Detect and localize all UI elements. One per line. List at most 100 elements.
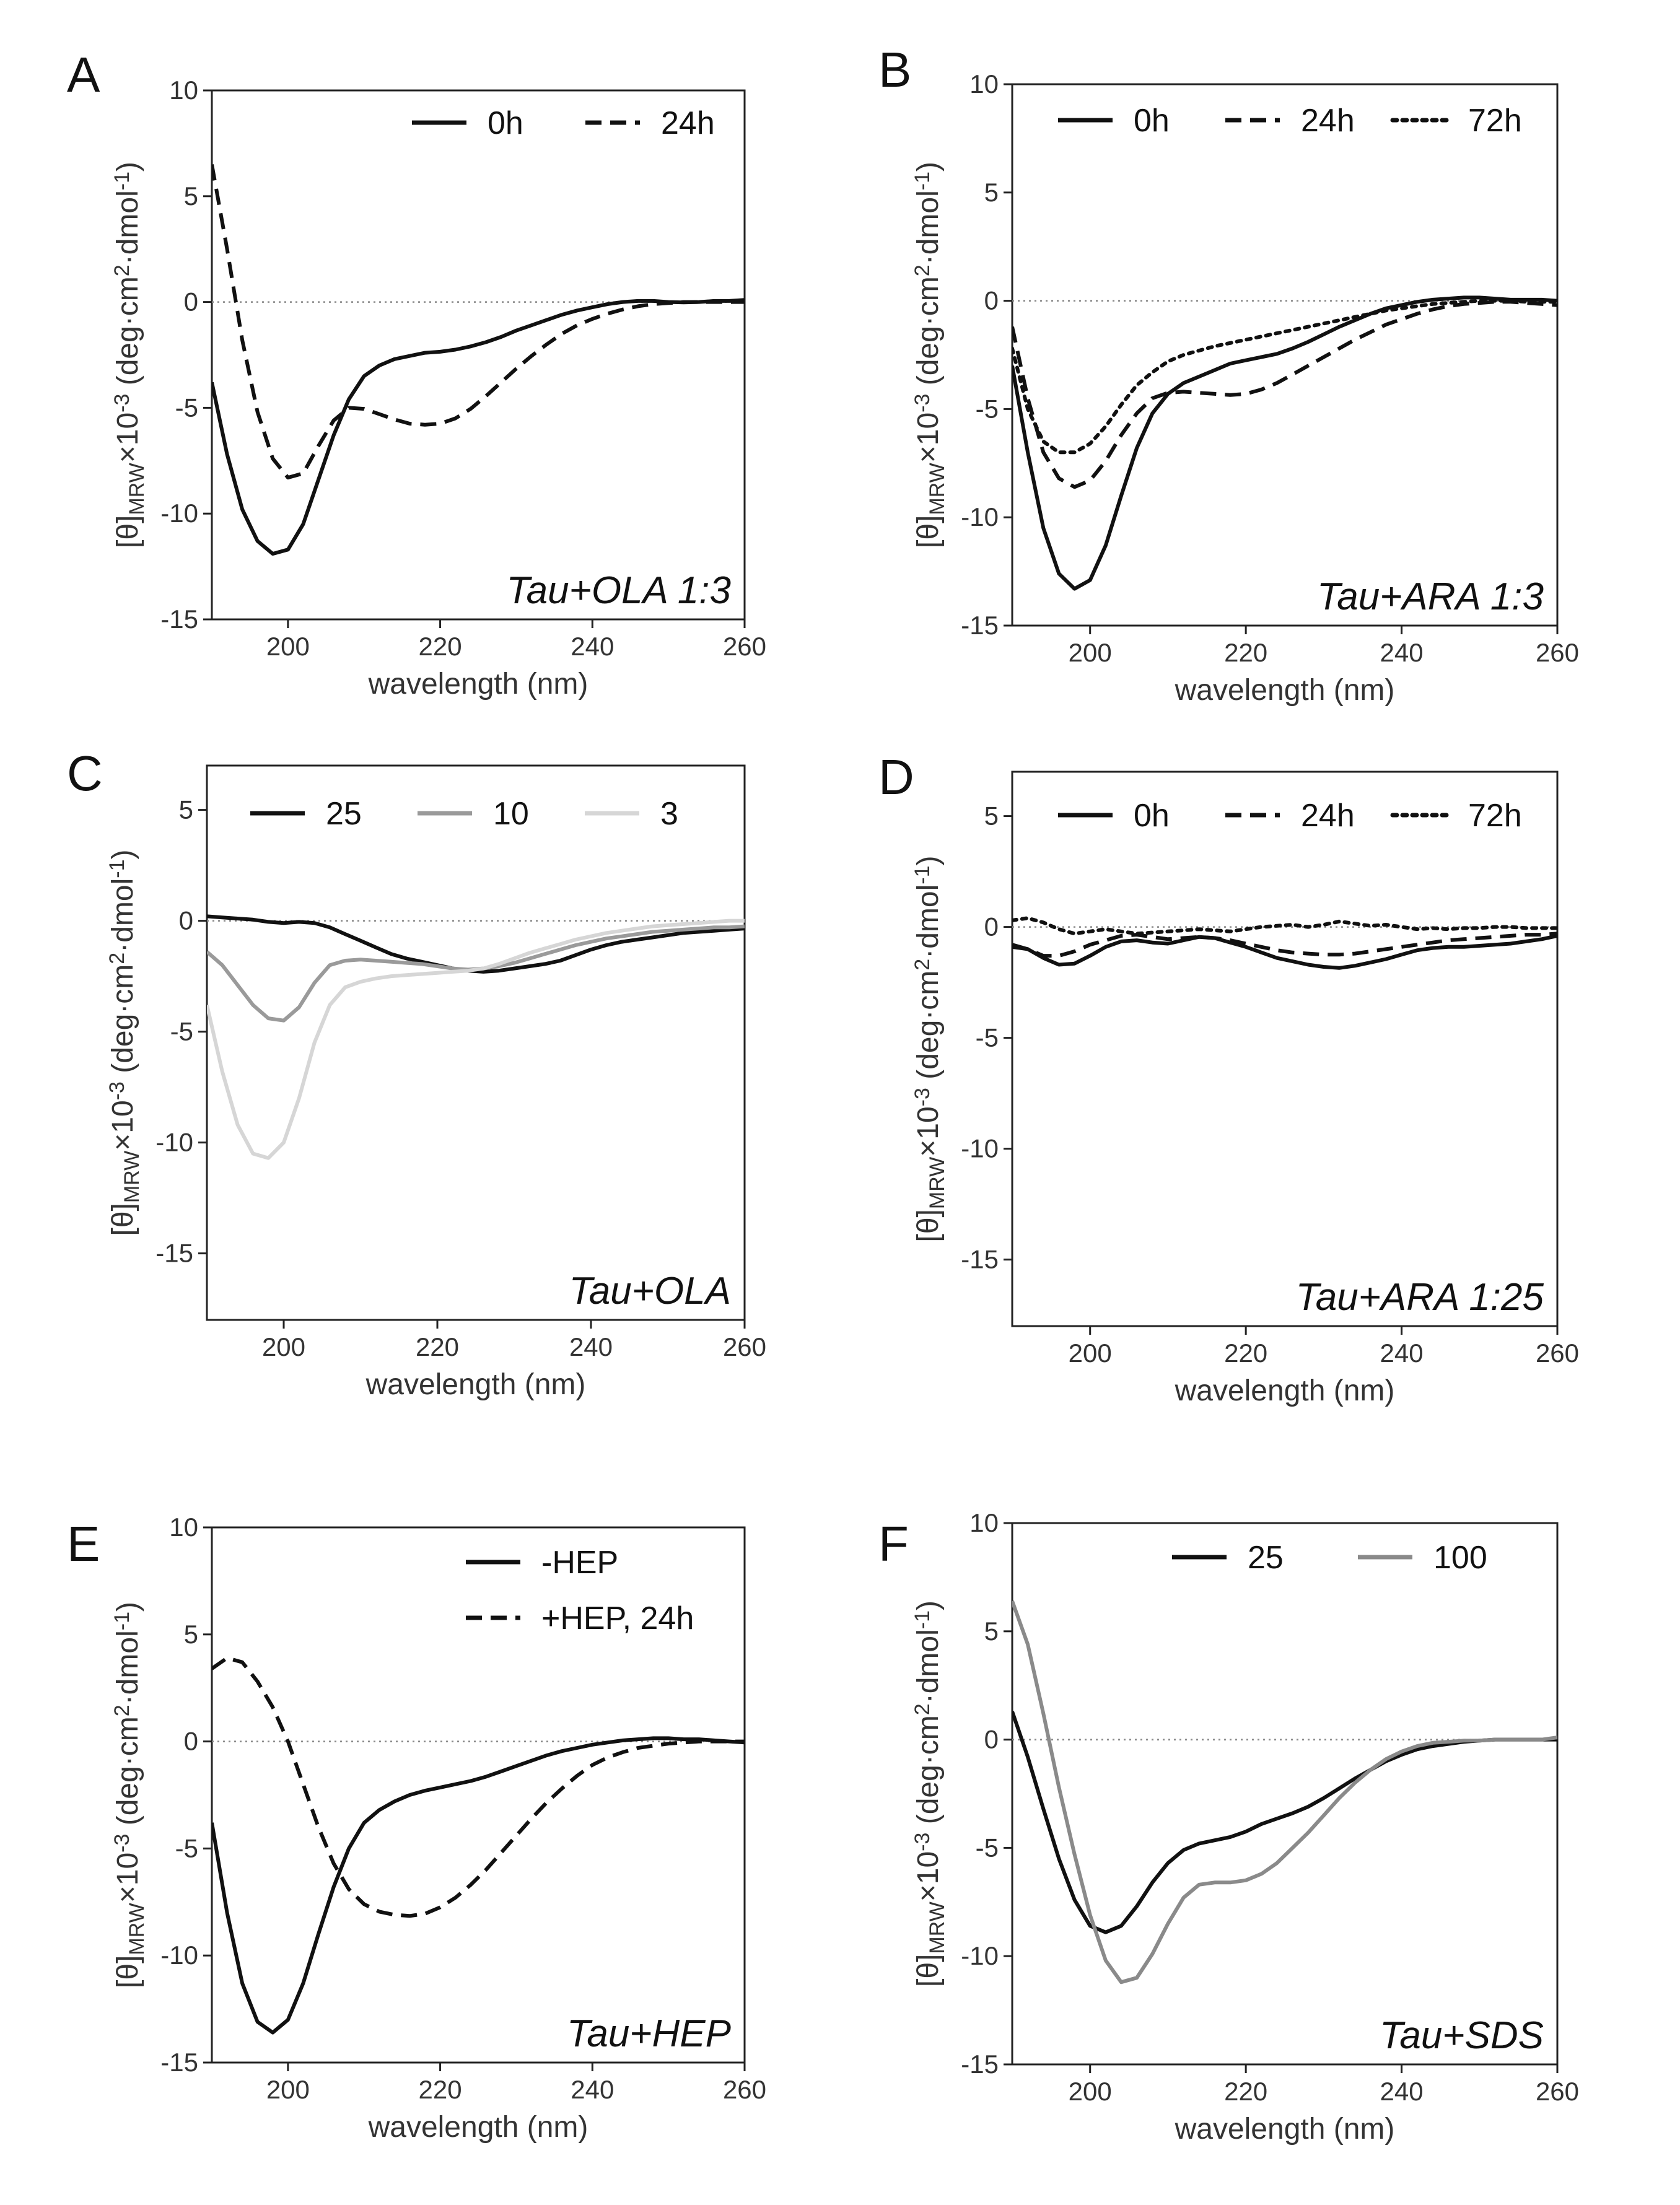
plot-frame (211, 1526, 746, 2064)
panel-annotation: Tau+HEP (567, 2012, 731, 2055)
y-axis-title-part: ·dmol (912, 190, 945, 264)
y-axis-title-part: ) (112, 162, 144, 172)
x-tick-label: 260 (1536, 638, 1579, 667)
x-axis-title: wavelength (nm) (1175, 1374, 1395, 1407)
y-tick-label: -15 (160, 2048, 198, 2077)
series-line-3 (207, 919, 745, 1160)
y-axis-title-part: ·dmol (107, 878, 139, 953)
plot-frame (1011, 771, 1559, 1327)
y-axis-title-part: [θ] (112, 515, 144, 548)
y-axis-title-part: -1 (911, 172, 934, 190)
y-tick-label: 0 (179, 906, 193, 935)
panel-letter: E (67, 1516, 100, 1571)
y-tick-label: -15 (961, 611, 999, 640)
y-axis-title-part: [θ] (107, 1203, 139, 1236)
x-axis-title: wavelength (nm) (1175, 2113, 1395, 2146)
x-tick-label: 240 (571, 632, 614, 661)
y-axis-title-part: ×10 (912, 1851, 945, 1902)
y-axis-title-part: [θ] (912, 1954, 945, 1987)
y-tick-label: 5 (184, 181, 198, 211)
plot-frame (206, 764, 746, 1321)
y-tick-label: 0 (184, 287, 198, 317)
panel-e: E 200 220 240 260 -15 -10 -5 0 5 10 wavelength (nm)… (67, 1513, 766, 2144)
plot-frame (211, 89, 746, 621)
y-tick-label: -15 (155, 1239, 193, 1268)
y-axis-title-part: MRW (120, 1151, 144, 1203)
x-axis-title: wavelength (nm) (368, 2111, 588, 2144)
panel-annotation: Tau+ARA 1:3 (1317, 575, 1544, 618)
y-axis-title: [θ]MRW×10-3 (deg·cm2·dmol-1) (110, 1602, 148, 1988)
x-tick-label: 240 (571, 2075, 614, 2104)
panel-annotation: Tau+ARA 1:25 (1296, 1276, 1544, 1319)
legend-label: 72h (1468, 103, 1522, 139)
series-line-10 (207, 924, 745, 1023)
y-tick-label: -10 (961, 1134, 999, 1163)
x-tick-label: 240 (1380, 2077, 1424, 2106)
y-axis-title-part: ·dmol (112, 190, 144, 264)
y-axis-title: [θ]MRW×10-3 (deg·cm2·dmol-1) (911, 162, 948, 548)
series-line-hep (212, 1736, 745, 2035)
y-axis-title-part: -1 (105, 860, 129, 878)
y-tick-label: -15 (160, 605, 198, 634)
y-tick-label: -10 (961, 502, 999, 531)
y-axis-title-part: ×10 (107, 1100, 139, 1150)
y-axis-title-part: (deg·cm (107, 964, 139, 1081)
legend-label: 25 (1248, 1540, 1284, 1576)
series-line-25 (1012, 1711, 1557, 1934)
y-axis-title-part: ·dmol (912, 1629, 945, 1703)
y-axis-title-part: MRW (925, 463, 949, 515)
y-axis-title-part: ) (912, 1600, 945, 1610)
y-axis-title-part: ×10 (912, 413, 945, 463)
y-axis-title-part: 2 (911, 959, 934, 971)
x-tick-label: 220 (419, 632, 462, 661)
x-tick-label: 260 (723, 632, 766, 661)
y-axis-title-part: MRW (125, 463, 149, 515)
y-tick-label: -5 (976, 1023, 999, 1052)
series-line-24h (212, 164, 745, 480)
x-tick-label: 200 (1069, 1338, 1112, 1368)
legend-label: 100 (1433, 1540, 1487, 1576)
y-tick-label: 5 (984, 1617, 999, 1646)
y-axis-title-part: (deg·cm (112, 1716, 144, 1833)
y-axis-title-part: [θ] (912, 1209, 945, 1242)
x-tick-label: 200 (266, 632, 310, 661)
y-axis-title-part: ×10 (112, 413, 144, 463)
panel-b: B 200 220 240 260 -15 -10 -5 0 5 10 wavelength (nm)… (878, 42, 1579, 707)
panel-annotation: Tau+OLA 1:3 (506, 569, 731, 612)
x-tick-label: 240 (569, 1332, 613, 1361)
y-axis-title-part: ) (107, 850, 139, 860)
y-axis-title-part: 2 (911, 1703, 934, 1715)
series-line-0h (212, 298, 745, 556)
y-axis-title-part: ·dmol (112, 1630, 144, 1705)
panel-c: C 200 220 240 260 -15 -10 -5 0 5 wavelength (nm) [θ… (67, 746, 766, 1401)
x-tick-label: 260 (1536, 1338, 1579, 1368)
y-tick-label: 0 (984, 912, 999, 941)
y-axis-title-part: -3 (911, 394, 934, 413)
y-axis-title: [θ]MRW×10-3 (deg·cm2·dmol-1) (110, 162, 148, 548)
panel-letter: A (67, 47, 100, 102)
y-tick-label: 0 (984, 1725, 999, 1754)
y-tick-label: 10 (969, 69, 999, 98)
y-axis-title-part: -3 (105, 1081, 129, 1100)
panel-annotation: Tau+OLA (569, 1270, 731, 1312)
panel-letter: F (878, 1516, 909, 1571)
y-axis-title-part: (deg·cm (112, 276, 144, 393)
series-line-hep-24h (212, 1656, 745, 1918)
y-axis-title-part: ) (112, 1602, 144, 1612)
y-tick-label: 0 (184, 1727, 198, 1756)
x-tick-label: 200 (1069, 638, 1112, 667)
x-tick-label: 220 (416, 1332, 459, 1361)
y-axis-title-part: ×10 (912, 1106, 945, 1156)
legend-label: 0h (488, 105, 523, 141)
series-line-24h (1012, 300, 1557, 489)
panel-annotation: Tau+SDS (1380, 2014, 1544, 2057)
series-line-0h (1012, 933, 1557, 970)
series-line-72h (1012, 299, 1557, 455)
y-axis-title-part: -1 (110, 1612, 134, 1630)
legend-label: 25 (326, 796, 362, 832)
y-axis-title-part: 2 (110, 1705, 134, 1716)
series-line-24h (1012, 932, 1557, 958)
y-axis-title-part: -3 (911, 1088, 934, 1106)
